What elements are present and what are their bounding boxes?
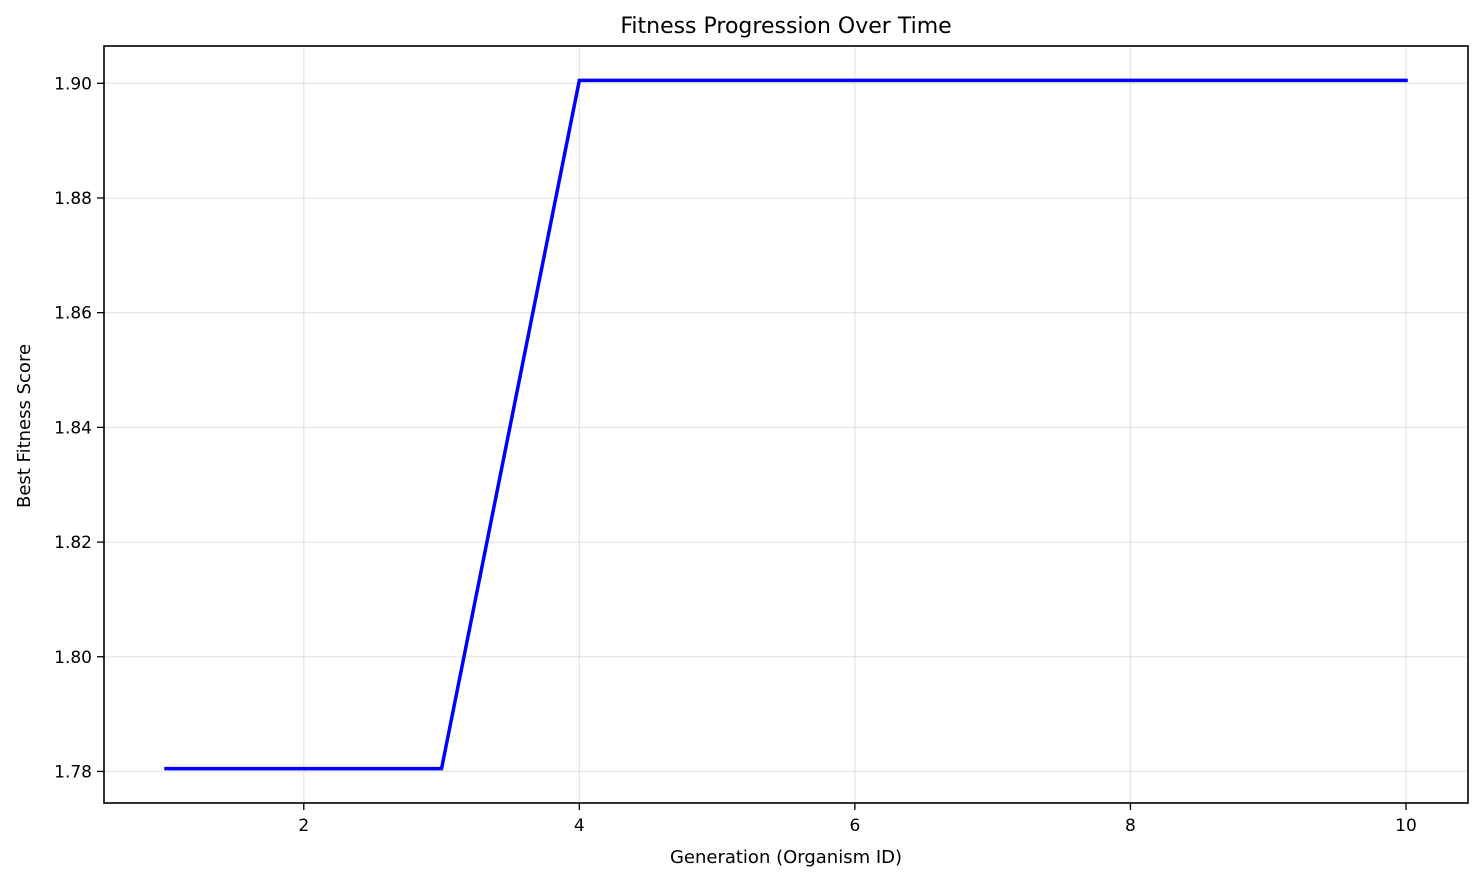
series-layer <box>164 78 1408 771</box>
grid-layer <box>104 46 1468 803</box>
y-axis-ticks: 1.78 1.80 1.82 1.84 1.86 1.88 1.90 <box>54 74 104 782</box>
y-tick-label: 1.84 <box>54 418 92 438</box>
x-tick-label: 6 <box>849 816 860 836</box>
x-tick-label: 2 <box>298 816 309 836</box>
series-line <box>164 78 1408 771</box>
chart-title: Fitness Progression Over Time <box>620 14 951 39</box>
x-tick-label: 4 <box>574 816 585 836</box>
y-tick-label: 1.82 <box>54 533 92 553</box>
y-tick-label: 1.90 <box>54 74 92 94</box>
x-axis-label: Generation (Organism ID) <box>670 847 902 868</box>
x-tick-label: 8 <box>1125 816 1136 836</box>
x-axis-ticks: 2 4 6 8 10 <box>298 803 1417 836</box>
y-tick-label: 1.88 <box>54 189 92 209</box>
y-axis-label: Best Fitness Score <box>14 344 35 508</box>
x-tick-label: 10 <box>1395 816 1417 836</box>
y-tick-label: 1.86 <box>54 304 92 324</box>
plot-frame <box>103 45 1469 804</box>
y-tick-label: 1.78 <box>54 762 92 782</box>
y-tick-label: 1.80 <box>54 648 92 668</box>
